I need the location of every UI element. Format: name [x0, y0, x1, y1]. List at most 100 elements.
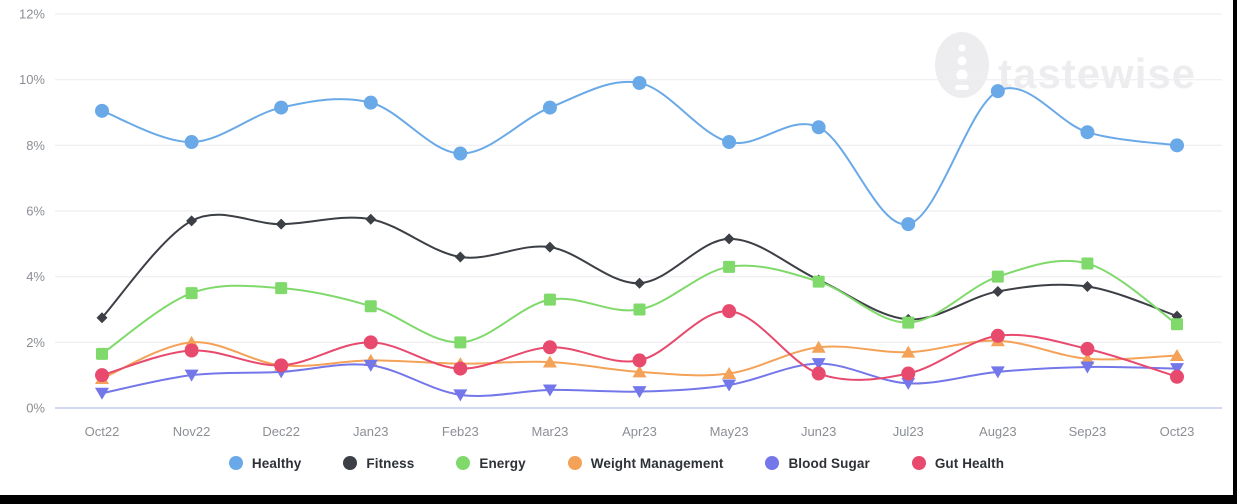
data-point-blood-sugar-mar23[interactable] [542, 384, 557, 397]
data-point-fitness-dec22[interactable] [275, 218, 287, 230]
data-point-fitness-may23[interactable] [723, 233, 735, 245]
data-point-gut-health-jun23[interactable] [811, 366, 826, 381]
data-point-healthy-nov22[interactable] [184, 135, 199, 150]
legend-item-fitness[interactable]: Fitness [343, 456, 414, 471]
legend-label: Fitness [366, 455, 415, 471]
y-axis-tick-label: 2% [26, 335, 45, 350]
data-point-energy-dec22[interactable] [275, 282, 288, 295]
data-point-fitness-jan23[interactable] [365, 213, 377, 225]
data-point-energy-jul23[interactable] [902, 316, 915, 329]
data-point-healthy-may23[interactable] [722, 135, 737, 150]
data-point-energy-may23[interactable] [723, 260, 736, 273]
legend-item-energy[interactable]: Energy [456, 455, 526, 471]
data-point-energy-nov22[interactable] [185, 287, 198, 300]
data-point-weight-management-jul23[interactable] [901, 345, 916, 358]
x-axis-tick-label: Nov22 [173, 424, 211, 439]
data-point-healthy-jul23[interactable] [901, 217, 916, 232]
data-point-energy-jun23[interactable] [812, 275, 825, 288]
data-point-gut-health-oct23[interactable] [1170, 369, 1184, 384]
tastewise-egg-logo [935, 32, 989, 98]
data-point-weight-management-mar23[interactable] [542, 355, 557, 368]
x-axis-tick-label: Jun23 [801, 424, 836, 439]
series-line-healthy [101, 80, 1178, 226]
data-point-gut-health-feb23[interactable] [453, 361, 468, 376]
data-point-healthy-mar23[interactable] [542, 100, 557, 115]
legend-swatch-healthy [228, 456, 243, 470]
data-point-energy-mar23[interactable] [543, 293, 556, 306]
data-point-weight-management-may23[interactable] [722, 367, 737, 380]
legend-swatch-fitness [343, 456, 358, 470]
data-point-healthy-feb23[interactable] [453, 146, 468, 161]
x-axis-tick-label: Dec22 [262, 424, 300, 439]
x-axis-tick-label: Jan23 [353, 424, 388, 439]
data-point-gut-health-nov22[interactable] [184, 343, 199, 358]
data-point-healthy-apr23[interactable] [632, 75, 647, 90]
legend-item-blood-sugar[interactable]: Blood Sugar [765, 456, 870, 471]
data-point-gut-health-may23[interactable] [722, 304, 737, 319]
legend-item-gut-health[interactable]: Gut Health [911, 455, 1005, 471]
data-point-energy-aug23[interactable] [991, 270, 1004, 283]
legend-label: Gut Health [934, 455, 1005, 471]
data-point-weight-management-apr23[interactable] [632, 365, 647, 378]
data-point-weight-management-jun23[interactable] [811, 340, 826, 353]
data-point-blood-sugar-aug23[interactable] [990, 366, 1005, 379]
data-point-energy-oct23[interactable] [1171, 318, 1183, 331]
data-point-weight-management-sep23[interactable] [1080, 352, 1095, 365]
data-point-energy-oct22[interactable] [96, 347, 108, 360]
data-point-gut-health-jul23[interactable] [901, 366, 916, 381]
legend-label: Weight Management [590, 455, 724, 471]
data-point-weight-management-oct23[interactable] [1170, 348, 1184, 361]
series-healthy [95, 75, 1184, 232]
y-axis-tick-label: 4% [26, 269, 45, 284]
data-point-energy-sep23[interactable] [1081, 257, 1094, 270]
data-point-blood-sugar-apr23[interactable] [632, 386, 647, 399]
data-point-blood-sugar-oct23[interactable] [1170, 363, 1184, 376]
data-point-fitness-oct22[interactable] [96, 312, 108, 324]
legend-label: Energy [479, 455, 526, 471]
y-axis-tick-label: 8% [26, 138, 45, 153]
data-point-blood-sugar-oct22[interactable] [95, 387, 109, 400]
legend-item-weight-management[interactable]: Weight Management [567, 455, 724, 471]
x-axis-tick-label: Apr23 [622, 424, 657, 439]
data-point-energy-jan23[interactable] [364, 300, 377, 313]
data-point-blood-sugar-nov22[interactable] [184, 369, 199, 382]
data-point-gut-health-mar23[interactable] [542, 340, 557, 355]
y-axis-tick-label: 6% [26, 204, 45, 219]
tastewise-watermark: tastewise [935, 32, 1195, 98]
data-point-gut-health-sep23[interactable] [1080, 341, 1095, 356]
data-point-gut-health-apr23[interactable] [632, 353, 647, 368]
data-point-healthy-oct22[interactable] [95, 103, 109, 118]
data-point-fitness-aug23[interactable] [992, 285, 1004, 297]
y-axis-tick-label: 0% [26, 401, 45, 416]
data-point-healthy-aug23[interactable] [990, 84, 1005, 99]
x-axis-tick-label: Aug23 [979, 424, 1017, 439]
data-point-gut-health-dec22[interactable] [274, 358, 289, 373]
data-point-gut-health-jan23[interactable] [363, 335, 378, 350]
data-point-healthy-oct23[interactable] [1170, 138, 1184, 153]
data-point-fitness-apr23[interactable] [634, 277, 645, 289]
data-point-blood-sugar-jul23[interactable] [901, 377, 916, 390]
data-point-blood-sugar-jun23[interactable] [811, 358, 826, 371]
data-point-healthy-dec22[interactable] [274, 100, 289, 115]
data-point-fitness-feb23[interactable] [454, 251, 466, 263]
data-point-healthy-sep23[interactable] [1080, 125, 1095, 140]
x-axis-tick-label: Oct22 [85, 424, 120, 439]
data-point-healthy-jun23[interactable] [811, 120, 826, 135]
legend-label: Healthy [251, 455, 302, 471]
data-point-energy-feb23[interactable] [454, 336, 467, 349]
y-axis-tick-label: 12% [19, 7, 45, 22]
data-point-gut-health-oct22[interactable] [95, 368, 109, 383]
data-point-healthy-jan23[interactable] [363, 95, 378, 110]
data-point-energy-apr23[interactable] [633, 303, 646, 316]
data-point-blood-sugar-jan23[interactable] [363, 359, 378, 372]
series-energy [96, 257, 1183, 360]
data-point-fitness-sep23[interactable] [1081, 281, 1093, 293]
x-axis-tick-label: Feb23 [442, 424, 479, 439]
data-point-blood-sugar-sep23[interactable] [1080, 361, 1095, 374]
data-point-gut-health-aug23[interactable] [990, 328, 1005, 343]
data-point-blood-sugar-may23[interactable] [722, 379, 737, 392]
legend-item-healthy[interactable]: Healthy [228, 455, 302, 471]
data-point-fitness-mar23[interactable] [544, 241, 556, 253]
data-point-fitness-nov22[interactable] [186, 215, 198, 227]
data-point-blood-sugar-feb23[interactable] [453, 389, 468, 402]
